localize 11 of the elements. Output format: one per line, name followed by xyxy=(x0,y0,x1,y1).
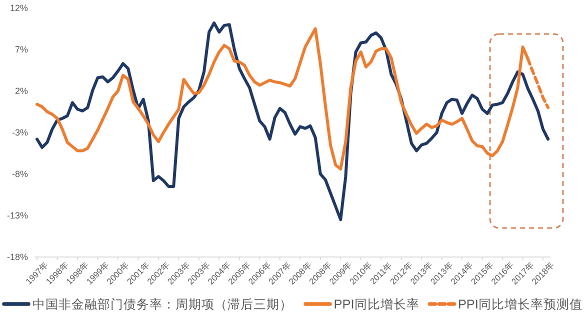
legend-label: PPI同比增长率 xyxy=(334,296,420,312)
line-series xyxy=(36,21,550,222)
y-tick-label: -3% xyxy=(12,128,28,138)
y-tick-label: 2% xyxy=(14,86,28,96)
legend-label: PPI同比增长率预测值 xyxy=(458,296,582,312)
y-tick-label: 12% xyxy=(10,3,28,13)
y-tick-label: 7% xyxy=(14,44,28,54)
y-tick-label: -13% xyxy=(6,210,28,220)
y-tick-label: -8% xyxy=(12,169,28,179)
legend-label: 中国非金融部门债务率：周期项（滞后三期） xyxy=(32,296,292,312)
y-tick-label: -18% xyxy=(6,252,28,262)
